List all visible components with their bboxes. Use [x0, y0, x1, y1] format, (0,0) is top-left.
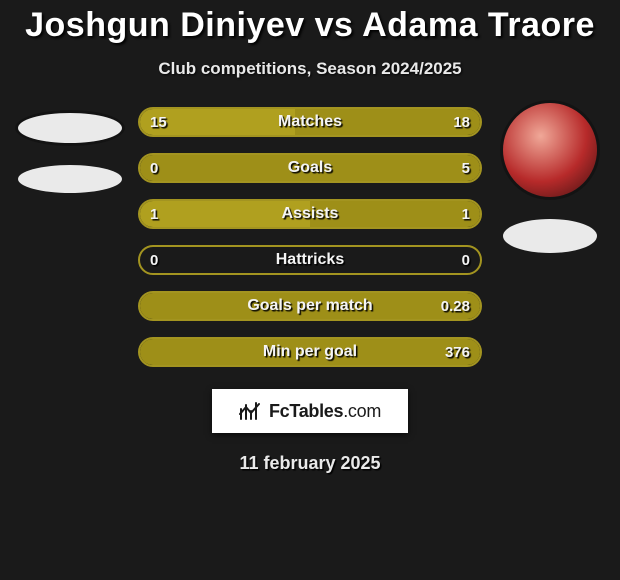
- player1-club-badge: [18, 165, 122, 193]
- brand-suffix: .com: [343, 401, 381, 421]
- stat-bar: 05Goals: [138, 153, 482, 183]
- brand-logo-icon: [239, 401, 263, 421]
- stat-bar: 1518Matches: [138, 107, 482, 137]
- stat-bar: 11Assists: [138, 199, 482, 229]
- player2-side: [494, 103, 606, 253]
- brand-text: FcTables.com: [269, 401, 381, 422]
- comparison-card: Joshgun Diniyev vs Adama Traore Club com…: [0, 0, 620, 580]
- stat-bar: 0.28Goals per match: [138, 291, 482, 321]
- player1-side: [14, 111, 126, 193]
- player2-photo: [503, 103, 597, 197]
- stat-label: Min per goal: [140, 339, 480, 365]
- stat-label: Goals: [140, 155, 480, 181]
- stat-label: Matches: [140, 109, 480, 135]
- main-row: 1518Matches 05Goals 11Assists 00Hattricks 0.…: [0, 107, 620, 367]
- stat-label: Goals per match: [140, 293, 480, 319]
- date-label: 11 february 2025: [0, 453, 620, 474]
- player1-photo: [18, 113, 122, 143]
- brand-name: FcTables: [269, 401, 343, 421]
- stat-bar: 00Hattricks: [138, 245, 482, 275]
- player2-club-badge: [503, 219, 597, 253]
- stat-bars: 1518Matches 05Goals 11Assists 00Hattricks 0.…: [138, 107, 482, 367]
- page-title: Joshgun Diniyev vs Adama Traore: [0, 6, 620, 45]
- subtitle: Club competitions, Season 2024/2025: [0, 59, 620, 79]
- stat-label: Assists: [140, 201, 480, 227]
- brand-badge: FcTables.com: [212, 389, 408, 433]
- stat-label: Hattricks: [140, 247, 480, 273]
- stat-bar: 376Min per goal: [138, 337, 482, 367]
